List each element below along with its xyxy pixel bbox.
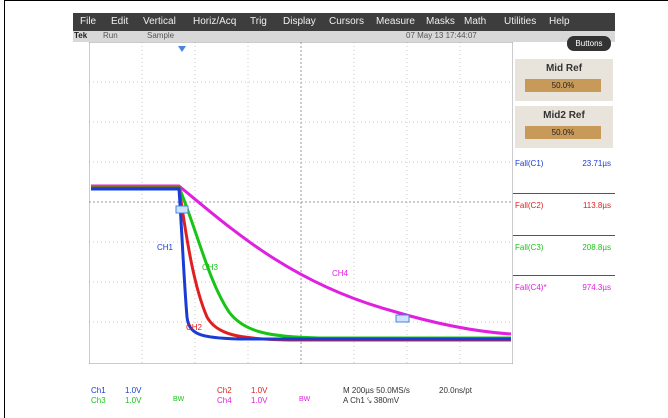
ch4-readout-label[interactable]: Ch4 xyxy=(217,396,232,405)
menu-help[interactable]: Help xyxy=(549,16,570,27)
menu-vertical[interactable]: Vertical xyxy=(143,16,176,27)
menu-bar: File Edit Vertical Horiz/Acq Trig Displa… xyxy=(73,13,615,31)
ch3-readout-label[interactable]: Ch3 xyxy=(91,396,106,405)
ch2-readout-label[interactable]: Ch2 xyxy=(217,386,232,395)
brand-label: Tek xyxy=(74,31,88,40)
waveform-display[interactable]: CH1 CH2 CH3 CH4 xyxy=(74,41,514,365)
measurement-value: 208.8µs xyxy=(582,243,611,252)
menu-horiz-acq[interactable]: Horiz/Acq xyxy=(193,16,237,27)
measurement-value: 974.3µs xyxy=(582,283,611,292)
ch4-cursor-marker xyxy=(395,314,410,323)
ch1-waveform xyxy=(91,187,511,341)
run-status: Run xyxy=(103,31,118,40)
measurement-label: Fall(C1) xyxy=(515,159,544,168)
menu-cursors[interactable]: Cursors xyxy=(329,16,365,27)
ch3-label: CH3 xyxy=(202,263,219,272)
mid-ref-value[interactable]: 50.0% xyxy=(525,79,601,92)
menu-utilities[interactable]: Utilities xyxy=(504,16,537,27)
measurement-value: 23.71µs xyxy=(582,159,611,168)
ch3-scale[interactable]: 1.0V xyxy=(125,396,142,405)
datetime: 07 May 13 17:44:07 xyxy=(406,31,477,40)
trigger-readout[interactable]: A Ch1 ⤥ 380mV xyxy=(343,396,400,405)
measurement-label: Fall(C4)* xyxy=(515,283,547,292)
ch3-waveform xyxy=(91,185,511,340)
oscilloscope-window: File Edit Vertical Horiz/Acq Trig Displa… xyxy=(73,13,615,411)
waveform-graticule: CH1 CH2 CH3 CH4 xyxy=(74,41,514,365)
mid2-ref-title: Mid2 Ref xyxy=(543,110,585,121)
divider xyxy=(513,235,615,236)
buttons-button[interactable]: Buttons xyxy=(567,36,611,51)
divider xyxy=(513,275,615,276)
mid-ref-title: Mid Ref xyxy=(545,63,583,74)
menu-file[interactable]: File xyxy=(80,16,97,27)
menu-display[interactable]: Display xyxy=(283,16,316,27)
ch1-readout-label[interactable]: Ch1 xyxy=(91,386,106,395)
measurement-fall-c2[interactable]: Fall(C2) 113.8µs xyxy=(513,193,615,239)
bw-indicator-ch4: BW xyxy=(299,396,311,403)
menu-masks[interactable]: Masks xyxy=(426,16,455,27)
bw-indicator-ch3: BW xyxy=(173,396,185,403)
channel-readout-bar: Ch1 1.0V Ch3 1.0V BW Ch2 1.0V Ch4 1.0V B… xyxy=(73,364,615,411)
ch4-scale[interactable]: 1.0V xyxy=(251,396,268,405)
trigger-marker-c1 xyxy=(175,205,189,214)
timebase-readout[interactable]: M 200µs 50.0MS/s xyxy=(343,386,410,395)
ch2-label: CH2 xyxy=(186,323,203,332)
menu-edit[interactable]: Edit xyxy=(111,16,129,27)
measurement-side-panel: Mid Ref 50.0% Mid2 Ref 50.0% Fall(C1) 23… xyxy=(513,51,615,364)
trigger-position-marker[interactable] xyxy=(178,46,186,52)
mid2-ref-box[interactable]: Mid2 Ref 50.0% xyxy=(515,106,613,148)
menu-trig[interactable]: Trig xyxy=(250,16,267,27)
measurement-label: Fall(C2) xyxy=(515,201,544,210)
menu-measure[interactable]: Measure xyxy=(376,16,415,27)
ch4-waveform xyxy=(91,184,512,336)
acq-mode: Sample xyxy=(147,31,175,40)
frame-border-top xyxy=(4,0,668,1)
ch4-label: CH4 xyxy=(332,269,349,278)
frame-border-left xyxy=(4,0,5,418)
ch2-scale[interactable]: 1.0V xyxy=(251,386,268,395)
ch1-label: CH1 xyxy=(157,243,174,252)
resolution-readout: 20.0ns/pt xyxy=(439,386,472,395)
measurement-fall-c4[interactable]: Fall(C4)* 974.3µs xyxy=(513,275,615,321)
measurement-fall-c1[interactable]: Fall(C1) 23.71µs xyxy=(513,159,615,197)
mid2-ref-value[interactable]: 50.0% xyxy=(525,126,601,139)
ch1-scale[interactable]: 1.0V xyxy=(125,386,142,395)
measurement-label: Fall(C3) xyxy=(515,243,544,252)
measurement-value: 113.8µs xyxy=(582,201,611,210)
mid-ref-box[interactable]: Mid Ref 50.0% xyxy=(515,59,613,101)
menu-math[interactable]: Math xyxy=(464,16,487,27)
measurement-fall-c3[interactable]: Fall(C3) 208.8µs xyxy=(513,235,615,281)
status-bar: Tek Run Sample 07 May 13 17:44:07 xyxy=(73,31,615,42)
divider xyxy=(513,193,615,194)
